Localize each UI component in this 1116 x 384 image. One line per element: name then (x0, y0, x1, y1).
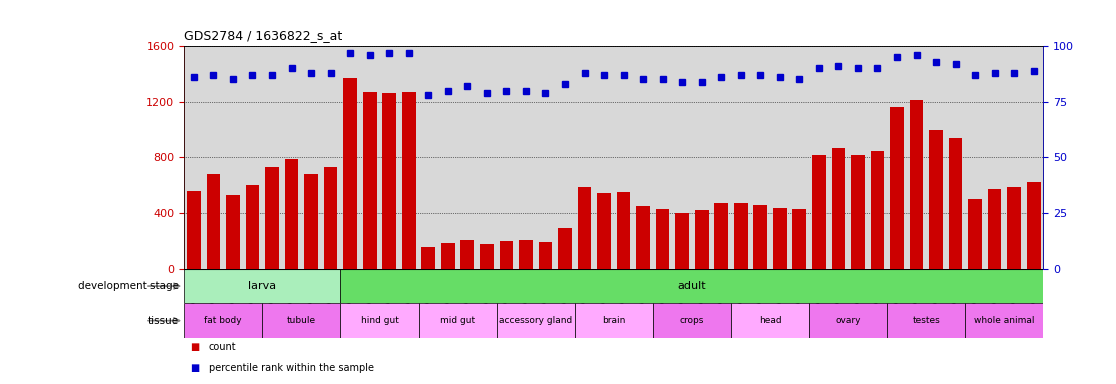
Bar (558, 228, 571, 269)
Bar (575, 303, 653, 338)
Bar (812, 155, 826, 269)
Bar (285, 159, 298, 269)
Text: count: count (209, 342, 237, 352)
Bar (266, 167, 279, 269)
Text: tubule: tubule (287, 316, 316, 325)
Bar (695, 210, 709, 269)
Bar (497, 303, 575, 338)
Bar (969, 199, 982, 269)
Bar (184, 269, 340, 303)
Text: larva: larva (248, 281, 277, 291)
Bar (227, 195, 240, 269)
Bar (262, 303, 340, 338)
Text: testes: testes (913, 316, 940, 325)
Bar (363, 92, 376, 269)
Bar (1027, 182, 1040, 269)
Bar (870, 151, 884, 269)
Bar (773, 208, 787, 269)
Bar (891, 107, 904, 269)
Text: crops: crops (680, 316, 704, 325)
Bar (965, 303, 1043, 338)
Bar (340, 269, 1043, 303)
Bar (597, 193, 610, 269)
Bar (206, 174, 220, 269)
Bar (184, 303, 262, 338)
Bar (519, 240, 532, 269)
Bar (809, 303, 887, 338)
Text: fat body: fat body (204, 316, 242, 325)
Bar (753, 205, 767, 269)
Bar (636, 206, 650, 269)
Text: hind gut: hind gut (360, 316, 398, 325)
Bar (930, 129, 943, 269)
Bar (1008, 187, 1021, 269)
Bar (887, 303, 965, 338)
Bar (383, 93, 396, 269)
Bar (910, 100, 923, 269)
Text: head: head (759, 316, 781, 325)
Bar (480, 245, 493, 269)
Text: GDS2784 / 1636822_s_at: GDS2784 / 1636822_s_at (184, 29, 343, 42)
Bar (734, 204, 748, 269)
Bar (578, 187, 591, 269)
Bar (344, 78, 357, 269)
Bar (988, 189, 1001, 269)
Text: development stage: development stage (77, 281, 179, 291)
Bar (539, 242, 552, 269)
Bar (792, 209, 806, 269)
Bar (461, 240, 474, 269)
Text: tissue: tissue (147, 316, 179, 326)
Bar (852, 155, 865, 269)
Bar (949, 138, 962, 269)
Bar (675, 213, 689, 269)
Text: percentile rank within the sample: percentile rank within the sample (209, 363, 374, 373)
Text: ■: ■ (190, 363, 199, 373)
Bar (324, 167, 337, 269)
Bar (340, 303, 418, 338)
Bar (831, 148, 845, 269)
Text: adult: adult (677, 281, 706, 291)
Bar (418, 303, 497, 338)
Bar (305, 174, 318, 269)
Text: whole animal: whole animal (974, 316, 1035, 325)
Bar (617, 192, 631, 269)
Text: mid gut: mid gut (440, 316, 475, 325)
Text: ■: ■ (190, 342, 199, 352)
Bar (731, 303, 809, 338)
Bar (653, 303, 731, 338)
Bar (714, 204, 728, 269)
Bar (441, 243, 454, 269)
Bar (422, 247, 435, 269)
Text: brain: brain (603, 316, 625, 325)
Text: ovary: ovary (836, 316, 860, 325)
Bar (500, 241, 513, 269)
Bar (246, 185, 259, 269)
Bar (656, 209, 670, 269)
Bar (402, 92, 415, 269)
Bar (187, 191, 201, 269)
Text: accessory gland: accessory gland (499, 316, 573, 325)
